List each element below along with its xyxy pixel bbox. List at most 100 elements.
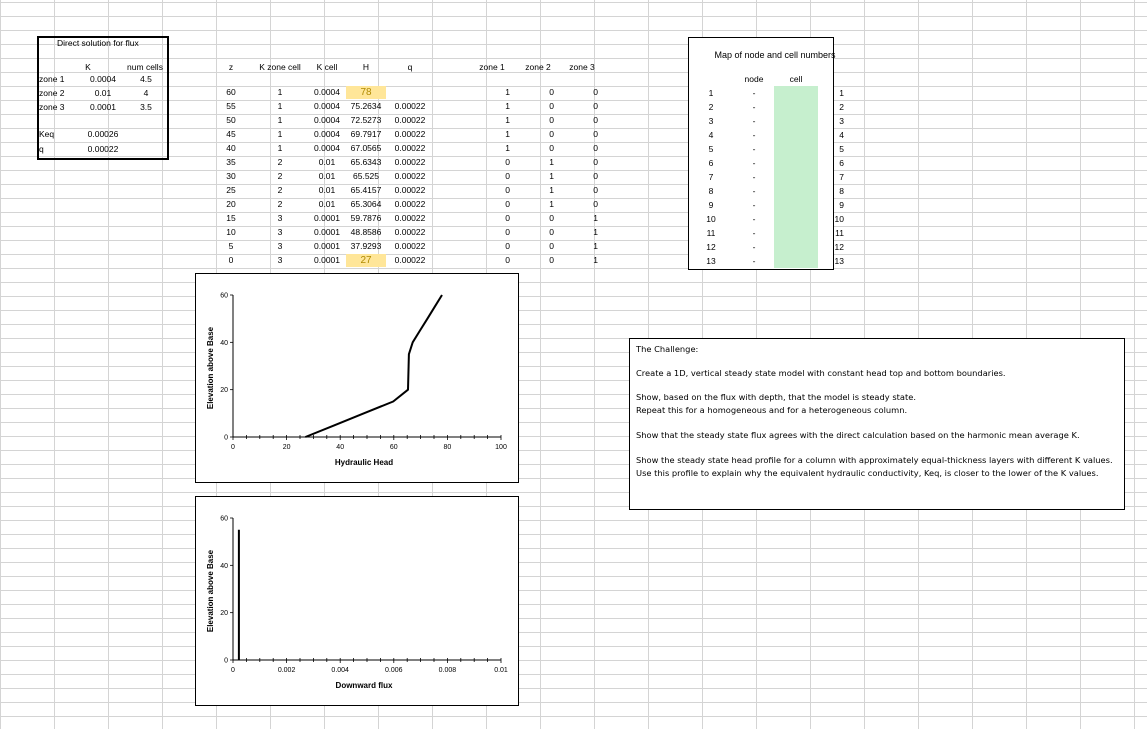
q-cell[interactable]: 0.00022: [394, 115, 426, 125]
node-dash[interactable]: -: [752, 214, 756, 224]
k-zone-cell[interactable]: 3: [277, 241, 283, 251]
q-cell[interactable]: 0.00022: [394, 171, 426, 181]
z-cell[interactable]: 25: [226, 185, 236, 195]
zone2-cell[interactable]: 0: [549, 255, 554, 265]
z-cell[interactable]: 55: [226, 101, 236, 111]
cell-number[interactable]: 7: [839, 172, 844, 182]
z-cell[interactable]: 30: [226, 171, 236, 181]
cell-number[interactable]: 5: [839, 144, 844, 154]
node-number[interactable]: 10: [706, 214, 716, 224]
cell-number[interactable]: 8: [839, 186, 844, 196]
h-cell[interactable]: 78: [346, 86, 386, 99]
node-number[interactable]: 9: [708, 200, 714, 210]
zone1-cell[interactable]: 0: [505, 255, 510, 265]
k-cell[interactable]: 0.01: [318, 171, 336, 181]
zone3-cell[interactable]: 0: [593, 199, 598, 209]
zone-label[interactable]: zone 1: [39, 74, 65, 84]
zone1-cell[interactable]: 1: [505, 115, 510, 125]
h-cell[interactable]: 65.525: [353, 171, 379, 181]
zone-k-value[interactable]: 0.0001: [90, 102, 116, 112]
zone2-cell[interactable]: 0: [549, 87, 554, 97]
k-cell[interactable]: 0.0004: [314, 129, 340, 139]
zone1-cell[interactable]: 0: [505, 171, 510, 181]
zone2-cell[interactable]: 1: [549, 185, 554, 195]
k-cell[interactable]: 0.0001: [314, 227, 340, 237]
q-cell[interactable]: 0.00022: [394, 101, 426, 111]
h-cell[interactable]: 65.4157: [350, 185, 382, 195]
zone1-cell[interactable]: 1: [505, 101, 510, 111]
k-zone-cell[interactable]: 1: [277, 143, 283, 153]
zone3-cell[interactable]: 1: [593, 227, 598, 237]
zone-cells-value[interactable]: 4: [143, 88, 149, 98]
node-dash[interactable]: -: [752, 228, 756, 238]
q-cell[interactable]: [388, 86, 432, 99]
node-number[interactable]: 4: [708, 130, 714, 140]
h-cell[interactable]: 69.7917: [350, 129, 382, 139]
k-cell[interactable]: 0.0004: [314, 87, 340, 97]
zone1-cell[interactable]: 0: [505, 241, 510, 251]
zone3-cell[interactable]: 0: [593, 87, 598, 97]
zone-k-value[interactable]: 0.0004: [90, 74, 116, 84]
node-dash[interactable]: -: [752, 130, 756, 140]
node-dash[interactable]: -: [752, 256, 756, 266]
zone-label[interactable]: zone 3: [39, 102, 65, 112]
zone-cells-value[interactable]: 3.5: [140, 102, 152, 112]
h-cell[interactable]: 75.2634: [350, 101, 382, 111]
zone1-cell[interactable]: 0: [505, 213, 510, 223]
z-cell[interactable]: 35: [226, 157, 236, 167]
k-zone-cell[interactable]: 1: [277, 115, 283, 125]
zone3-cell[interactable]: 0: [593, 157, 598, 167]
h-cell[interactable]: 59.7876: [350, 213, 382, 223]
h-cell[interactable]: 67.0565: [350, 143, 382, 153]
zone3-cell[interactable]: 0: [593, 171, 598, 181]
q-cell[interactable]: 0.00022: [394, 227, 426, 237]
q-cell[interactable]: 0.00022: [394, 241, 426, 251]
z-cell[interactable]: 40: [226, 143, 236, 153]
node-number[interactable]: 3: [708, 116, 714, 126]
zone1-cell[interactable]: 1: [505, 87, 510, 97]
node-dash[interactable]: -: [752, 116, 756, 126]
node-number[interactable]: 8: [708, 186, 714, 196]
k-cell[interactable]: 0.01: [318, 185, 336, 195]
head-profile-chart[interactable]: 0 20 40 60 80 100 0 20 40 60 Hydraulic Head Elevati…: [195, 273, 519, 483]
k-zone-cell[interactable]: 2: [277, 185, 283, 195]
node-dash[interactable]: -: [752, 172, 756, 182]
zone3-cell[interactable]: 0: [593, 115, 598, 125]
zone3-cell[interactable]: 0: [593, 129, 598, 139]
cell-number[interactable]: 6: [839, 158, 844, 168]
h-cell[interactable]: 65.3064: [350, 199, 382, 209]
challenge-textbox[interactable]: The Challenge: Create a 1D, vertical ste…: [629, 338, 1125, 510]
node-dash[interactable]: -: [752, 242, 756, 252]
k-zone-cell[interactable]: 1: [277, 87, 283, 97]
k-zone-cell[interactable]: 2: [277, 157, 283, 167]
cell-number[interactable]: 10: [834, 214, 844, 224]
node-number[interactable]: 1: [708, 88, 714, 98]
k-zone-cell[interactable]: 3: [277, 255, 283, 265]
k-cell[interactable]: 0.0004: [314, 115, 340, 125]
zone-label[interactable]: zone 2: [39, 88, 65, 98]
k-cell[interactable]: 0.0001: [314, 255, 340, 265]
z-cell[interactable]: 15: [226, 213, 236, 223]
zone1-cell[interactable]: 0: [505, 199, 510, 209]
node-dash[interactable]: -: [752, 186, 756, 196]
k-zone-cell[interactable]: 3: [277, 213, 283, 223]
zone2-cell[interactable]: 0: [549, 241, 554, 251]
q-cell[interactable]: 0.00022: [394, 143, 426, 153]
z-cell[interactable]: 20: [226, 199, 236, 209]
cell-number[interactable]: 4: [839, 130, 844, 140]
node-dash[interactable]: -: [752, 200, 756, 210]
node-number[interactable]: 2: [708, 102, 714, 112]
q-cell[interactable]: 0.00022: [394, 213, 426, 223]
k-cell[interactable]: 0.0004: [314, 101, 340, 111]
k-zone-cell[interactable]: 2: [277, 199, 283, 209]
z-cell[interactable]: 0: [228, 255, 234, 265]
k-cell[interactable]: 0.0001: [314, 213, 340, 223]
node-dash[interactable]: -: [752, 88, 756, 98]
z-cell[interactable]: 60: [226, 87, 236, 97]
k-zone-cell[interactable]: 2: [277, 171, 283, 181]
cell-number[interactable]: 13: [834, 256, 844, 266]
q-value[interactable]: 0.00022: [87, 144, 119, 154]
zone3-cell[interactable]: 1: [593, 255, 598, 265]
node-number[interactable]: 7: [708, 172, 714, 182]
h-cell[interactable]: 37.9293: [350, 241, 382, 251]
